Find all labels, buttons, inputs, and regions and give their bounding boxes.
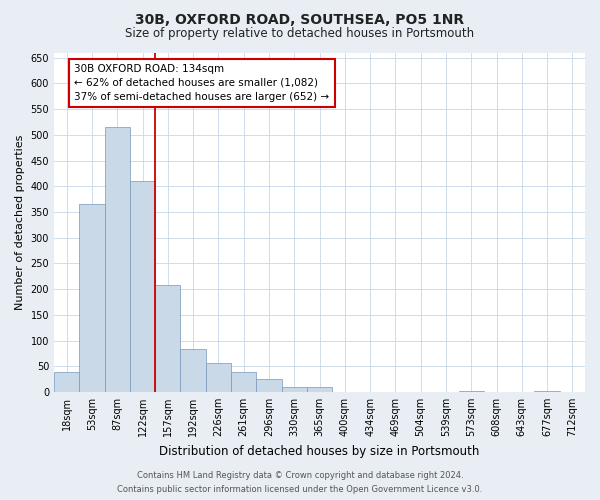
Bar [79,204,104,392]
Bar [535,391,560,392]
Text: 30B, OXFORD ROAD, SOUTHSEA, PO5 1NR: 30B, OXFORD ROAD, SOUTHSEA, PO5 1NR [136,12,464,26]
Y-axis label: Number of detached properties: Number of detached properties [15,134,25,310]
Bar [130,181,155,392]
Bar [307,387,332,392]
Bar [231,372,256,392]
Bar [181,349,206,392]
Bar [155,286,181,392]
Bar [104,127,130,392]
Text: Contains HM Land Registry data © Crown copyright and database right 2024.
Contai: Contains HM Land Registry data © Crown c… [118,472,482,494]
Bar [54,372,79,392]
Bar [206,362,231,392]
Bar [256,379,281,392]
Bar [458,391,484,392]
X-axis label: Distribution of detached houses by size in Portsmouth: Distribution of detached houses by size … [160,444,480,458]
Text: Size of property relative to detached houses in Portsmouth: Size of property relative to detached ho… [125,28,475,40]
Bar [281,387,307,392]
Text: 30B OXFORD ROAD: 134sqm
← 62% of detached houses are smaller (1,082)
37% of semi: 30B OXFORD ROAD: 134sqm ← 62% of detache… [74,64,329,102]
